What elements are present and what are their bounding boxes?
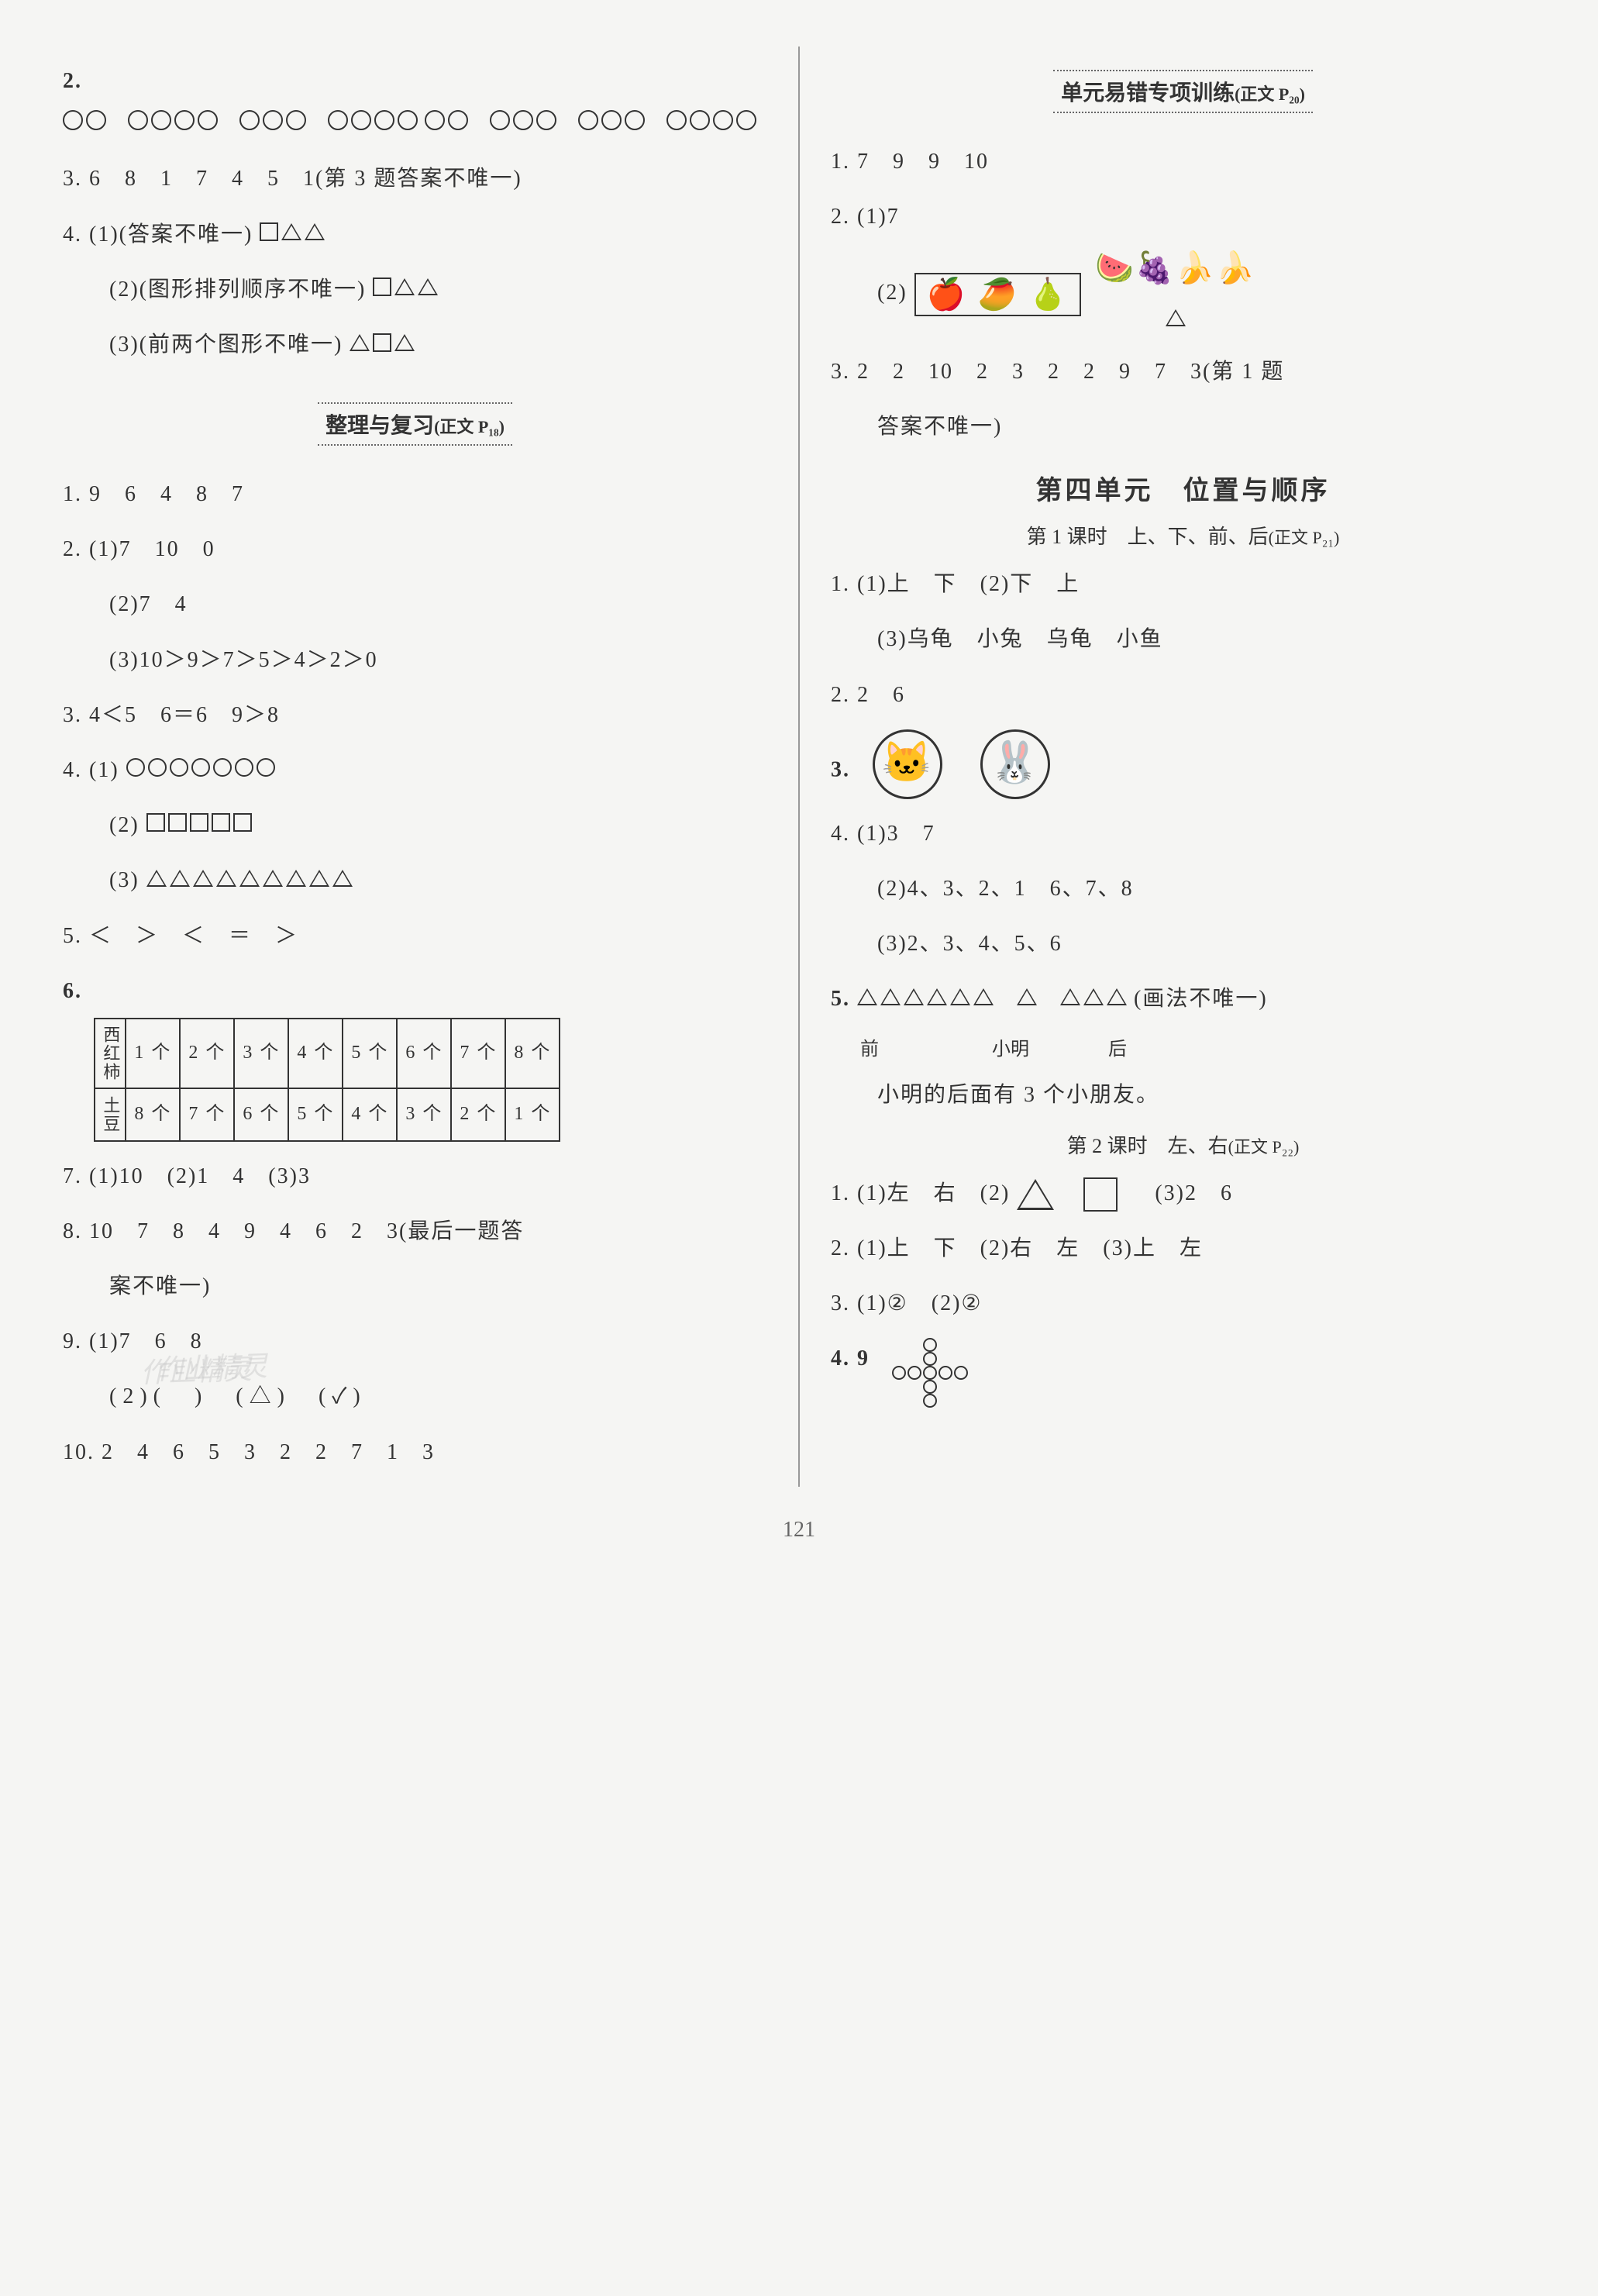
- s1-3: 3. 4＜5 6＝6 9＞8: [63, 695, 767, 736]
- q4-2: (2)(图形排列顺序不唯一): [63, 269, 767, 310]
- lesson1-ref: (正文 P₂₁): [1269, 528, 1340, 547]
- s1-5: 5. ＜ ＞ ＜ ＝ ＞: [63, 915, 767, 957]
- q2-circles-top: [63, 110, 418, 130]
- fruit-row: 🍎🥭🍐 🍉🍇🍌🍌: [914, 251, 1256, 336]
- s1-4-1-lab: 4. (1): [63, 758, 119, 782]
- lesson2-title: 第 2 课时 左、右: [1067, 1135, 1228, 1157]
- l2-4: 4. 9: [831, 1338, 1535, 1408]
- r2-2-lab: (2): [877, 281, 907, 305]
- section-header-1: 整理与复习(正文 P₁₈): [318, 402, 512, 446]
- s1-4-3: (3): [63, 860, 767, 901]
- column-divider: [798, 47, 800, 1487]
- s1-4-3-shapes: [146, 870, 353, 887]
- l1-5-front: 前: [860, 1033, 992, 1060]
- s1-2-1: 2. (1)7 10 0: [63, 529, 767, 570]
- sec2-title: 单元易错专项训练: [1061, 81, 1235, 105]
- cross-circles-icon: [892, 1338, 968, 1408]
- lesson2-header: 第 2 课时 左、右(正文 P₂₂): [831, 1130, 1535, 1159]
- q6-table: 西红柿1 个2 个3 个4 个5 个6 个7 个8 个 土豆8 个7 个6 个5…: [94, 1018, 560, 1142]
- l1-3: 3. 🐱 🐰: [831, 729, 1535, 799]
- l1-1: 1. (1)上 下 (2)下 上: [831, 564, 1535, 605]
- q4-3: (3)(前两个图形不唯一): [63, 324, 767, 365]
- lesson1-header: 第 1 课时 上、下、前、后(正文 P₂₁): [831, 521, 1535, 550]
- page-columns: 2. 3. 6 8 1 7 4 5 1(第 3 题答案不唯一) 4. (1)(答…: [63, 47, 1535, 1487]
- l2-3: 3. (1)② (2)②: [831, 1283, 1535, 1324]
- l1-4-3: (3)2、3、4、5、6: [831, 923, 1535, 964]
- l1-4-1: 4. (1)3 7: [831, 813, 1535, 854]
- l2-1b: (3)2 6: [1155, 1181, 1233, 1205]
- s1-2-3: (3)10＞9＞7＞5＞4＞2＞0: [63, 640, 767, 681]
- r2-1: 2. (1)7: [831, 196, 1535, 237]
- r2-2: (2) 🍎🥭🍐 🍉🍇🍌🍌: [831, 251, 1535, 336]
- s1-4-2: (2): [63, 805, 767, 846]
- s1-4-1: 4. (1): [63, 750, 767, 791]
- r3a: 3. 2 2 10 2 3 2 2 9 7 3(第 1 题: [831, 351, 1535, 392]
- q4-3-text: (3)(前两个图形不唯一): [109, 333, 343, 357]
- s1-8a: 8. 10 7 8 4 9 4 6 2 3(最后一题答: [63, 1211, 767, 1252]
- tbl-r1-label: 西红柿: [95, 1019, 126, 1088]
- cat-circle-icon: 🐱: [873, 729, 942, 799]
- s1-4-1-shapes: [126, 758, 275, 777]
- s1-2-2: (2)7 4: [63, 584, 767, 625]
- l1-5-note: (画法不唯一): [1134, 987, 1268, 1011]
- l1-5: 5. (画法不唯一): [831, 978, 1535, 1019]
- l1-5-tri-a: [857, 988, 994, 1005]
- left-column: 2. 3. 6 8 1 7 4 5 1(第 3 题答案不唯一) 4. (1)(答…: [63, 47, 767, 1487]
- q4-3-shapes: [350, 333, 415, 352]
- q4-1-shapes: [260, 222, 325, 241]
- q2: 2.: [63, 60, 767, 144]
- s1-4-3-lab: (3): [109, 868, 139, 892]
- l1-5-tri-b: [1017, 988, 1037, 1005]
- s1-9-2: (2)( ) (△) (✓): [63, 1376, 767, 1417]
- s1-4-2-shapes: [146, 813, 252, 832]
- l1-3-lab: 3.: [831, 757, 850, 781]
- s1-7: 7. (1)10 (2)1 4 (3)3: [63, 1156, 767, 1197]
- l1-4-2: (2)4、3、2、1 6、7、8: [831, 868, 1535, 909]
- l1-1-3: (3)乌龟 小兔 乌龟 小鱼: [831, 619, 1535, 660]
- l2-2: 2. (1)上 下 (2)右 左 (3)上 左: [831, 1228, 1535, 1269]
- unit4-title: 第四单元 位置与顺序: [831, 469, 1535, 507]
- rabbit-circle-icon: 🐰: [980, 729, 1050, 799]
- tbl-r2-label: 土豆: [95, 1088, 126, 1141]
- s1-6: 6. 西红柿1 个2 个3 个4 个5 个6 个7 个8 个 土豆8 个7 个6…: [63, 970, 767, 1142]
- q4-1: 4. (1)(答案不唯一): [63, 214, 767, 255]
- q3: 3. 6 8 1 7 4 5 1(第 3 题答案不唯一): [63, 158, 767, 199]
- lesson1-title: 第 1 课时 上、下、前、后: [1027, 526, 1269, 548]
- l1-5-lab: 5.: [831, 987, 857, 1011]
- r3b: 答案不唯一): [831, 406, 1535, 447]
- sec1-title: 整理与复习: [325, 414, 434, 438]
- s1-6-lab: 6.: [63, 979, 82, 1003]
- s1-9-1: 9. (1)7 6 8: [63, 1321, 767, 1362]
- page-number: 121: [62, 1518, 1536, 1543]
- big-square-icon: [1083, 1177, 1118, 1212]
- q2-circles-bot: [425, 110, 756, 130]
- s1-10: 10. 2 4 6 5 3 2 2 7 1 3: [63, 1432, 767, 1473]
- right-column: 单元易错专项训练(正文 P₂₀) 1. 7 9 9 10 2. (1)7 (2)…: [831, 47, 1535, 1487]
- section-header-2: 单元易错专项训练(正文 P₂₀): [1053, 70, 1313, 113]
- q4-1-text: 4. (1)(答案不唯一): [63, 222, 253, 246]
- q4-2-shapes: [373, 278, 438, 296]
- lesson2-ref: (正文 P₂₂): [1228, 1137, 1300, 1157]
- sec1-ref: (正文 P₁₈): [434, 417, 505, 436]
- s1-4-2-lab: (2): [109, 813, 139, 837]
- l1-5-labels: 前 小明 后: [831, 1033, 1535, 1060]
- l1-5-text: 小明的后面有 3 个小朋友。: [831, 1074, 1535, 1115]
- s1-1: 1. 9 6 4 8 7: [63, 474, 767, 515]
- s1-8b: 案不唯一): [63, 1266, 767, 1307]
- l2-1a: 1. (1)左 右 (2): [831, 1181, 1010, 1205]
- triangle-marker: [1095, 296, 1255, 337]
- big-triangle-icon: [1017, 1179, 1054, 1210]
- l2-1: 1. (1)左 右 (2) (3)2 6: [831, 1173, 1535, 1214]
- l1-5-back: 后: [1108, 1033, 1127, 1060]
- l1-2: 2. 2 6: [831, 674, 1535, 715]
- l1-5-mid: 小明: [992, 1033, 1108, 1060]
- l1-5-tri-c: [1060, 988, 1127, 1005]
- sec2-ref: (正文 P₂₀): [1235, 84, 1305, 104]
- r1: 1. 7 9 9 10: [831, 141, 1535, 182]
- l2-4-lab: 4. 9: [831, 1346, 870, 1370]
- fruits-outside: 🍉🍇🍌🍌: [1095, 260, 1255, 284]
- fruit-box: 🍎🥭🍐: [914, 273, 1081, 316]
- q4-2-text: (2)(图形排列顺序不唯一): [109, 278, 366, 302]
